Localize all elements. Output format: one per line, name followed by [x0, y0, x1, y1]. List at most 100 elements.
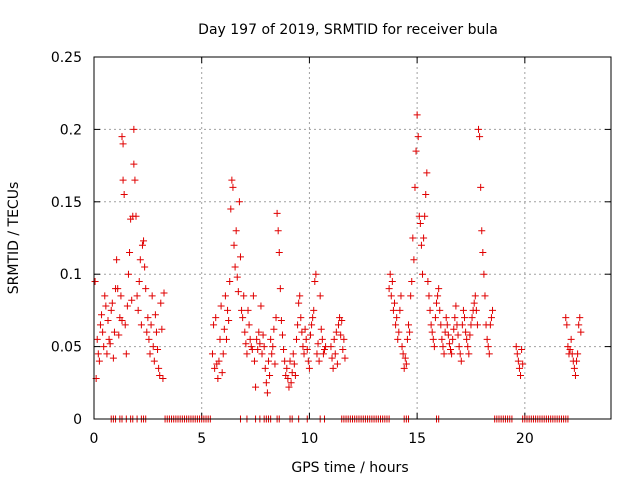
data-point: [121, 321, 129, 329]
data-point: [233, 273, 241, 281]
data-point: [519, 360, 527, 368]
data-point: [160, 289, 168, 297]
data-point: [137, 321, 145, 329]
data-point: [387, 292, 395, 300]
y-tick-label: 0.05: [51, 340, 82, 356]
data-point: [299, 343, 307, 351]
x-tick-label: 0: [90, 431, 99, 447]
data-point: [562, 314, 570, 322]
data-point: [571, 372, 579, 380]
data-point: [115, 331, 123, 339]
data-point: [98, 311, 106, 319]
data-point: [226, 277, 234, 285]
data-point: [563, 321, 571, 329]
data-point: [238, 306, 246, 314]
data-point: [126, 248, 134, 256]
data-point: [434, 292, 442, 300]
data-point: [257, 302, 265, 310]
data-point: [276, 285, 284, 293]
data-point: [210, 321, 218, 329]
data-point: [148, 292, 156, 300]
data-point: [429, 335, 437, 343]
data-point: [473, 321, 481, 329]
data-point: [277, 317, 285, 325]
data-point: [419, 270, 427, 278]
data-point: [425, 292, 433, 300]
data-point: [262, 379, 270, 387]
data-point: [328, 354, 336, 362]
data-point: [146, 350, 154, 358]
data-point: [309, 314, 317, 322]
data-point: [267, 335, 275, 343]
data-point: [154, 345, 162, 353]
chart-title: Day 197 of 2019, SRMTID for receiver bul…: [198, 22, 498, 38]
data-point: [266, 372, 274, 380]
data-point: [406, 328, 414, 336]
data-point: [445, 340, 453, 348]
data-point: [428, 328, 436, 336]
data-point: [452, 302, 460, 310]
data-point: [308, 321, 316, 329]
data-point: [100, 343, 108, 351]
data-point: [441, 328, 449, 336]
data-point: [117, 292, 125, 300]
data-point: [389, 306, 397, 314]
data-point: [289, 350, 297, 358]
data-point: [119, 176, 127, 184]
data-point: [438, 335, 446, 343]
data-point: [272, 314, 280, 322]
grid: [94, 57, 611, 419]
data-point: [456, 350, 464, 358]
data-point: [228, 176, 236, 184]
data-point: [260, 343, 268, 351]
data-point: [487, 314, 495, 322]
data-point: [388, 277, 396, 285]
data-point: [398, 343, 406, 351]
x-axis-label: GPS time / hours: [291, 460, 408, 476]
data-point: [96, 321, 104, 329]
data-point: [450, 325, 458, 333]
data-point: [329, 364, 337, 372]
data-point: [466, 331, 474, 339]
data-point: [410, 256, 418, 264]
data-point: [271, 360, 279, 368]
data-point: [331, 350, 339, 358]
data-point: [105, 335, 113, 343]
data-point: [247, 343, 255, 351]
data-point: [303, 345, 311, 353]
data-point: [122, 350, 130, 358]
data-point: [242, 340, 250, 348]
data-point: [567, 335, 575, 343]
data-point: [135, 277, 143, 285]
data-point: [462, 328, 470, 336]
data-point: [421, 212, 429, 220]
data-point: [114, 285, 122, 293]
y-tick-label: 0: [73, 412, 82, 428]
data-point: [284, 374, 292, 382]
data-point: [292, 335, 300, 343]
data-point: [95, 357, 103, 365]
axis-ticks: 0 0.05 0.1 0.15 0.2 0.25 0 5 10 15 20: [51, 50, 611, 447]
data-point: [220, 325, 228, 333]
data-point: [427, 321, 435, 329]
data-point: [253, 335, 261, 343]
data-point: [334, 321, 342, 329]
data-point: [254, 345, 262, 353]
data-point: [141, 263, 149, 271]
y-tick-label: 0.15: [51, 195, 82, 211]
data-point: [440, 350, 448, 358]
data-point: [417, 241, 425, 249]
data-point: [401, 354, 409, 362]
data-point: [157, 299, 165, 307]
y-axis-label: SRMTID / TECUs: [6, 182, 22, 295]
x-tick-label: 15: [408, 431, 426, 447]
data-point: [295, 299, 303, 307]
data-point: [131, 176, 139, 184]
data-point: [318, 335, 326, 343]
data-point: [123, 302, 131, 310]
data-point: [252, 383, 260, 391]
data-point: [224, 306, 232, 314]
data-point: [400, 364, 408, 372]
data-point: [138, 241, 146, 249]
data-point: [270, 325, 278, 333]
